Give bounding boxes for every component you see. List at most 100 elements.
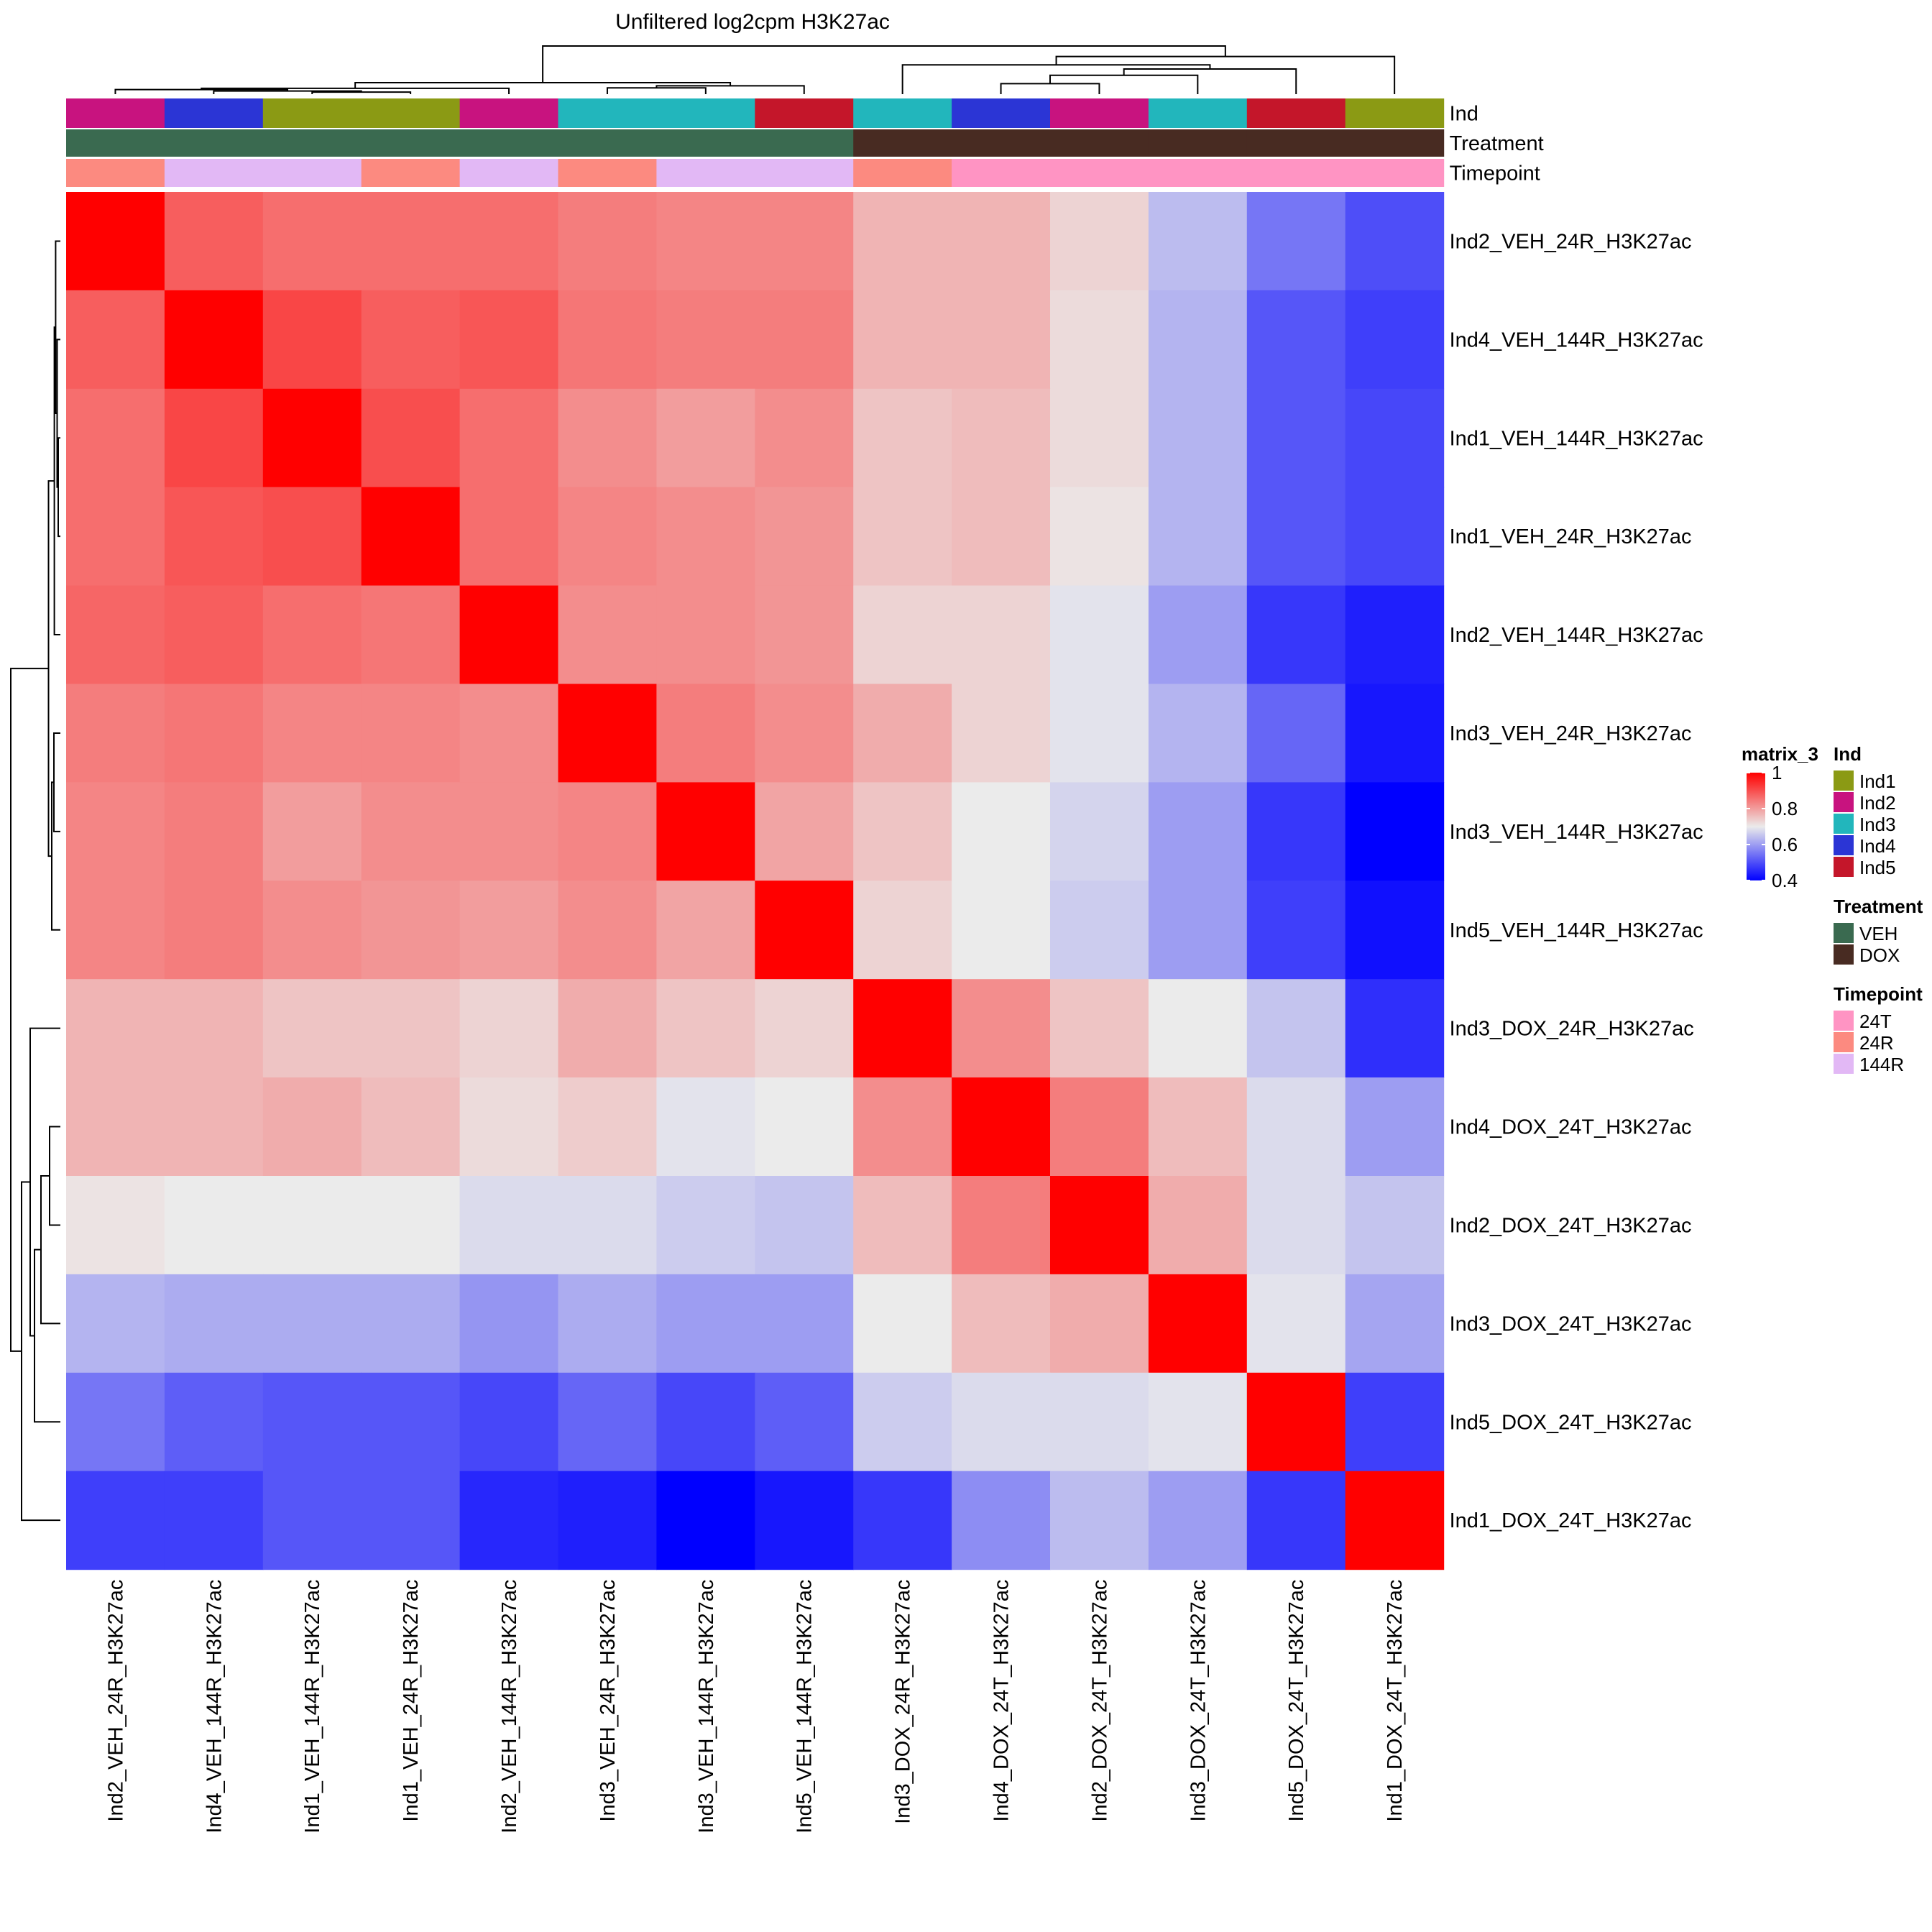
heatmap-cell: [558, 1274, 657, 1374]
heatmap-cell: [853, 1176, 952, 1275]
annotation-track-label: Treatment: [1450, 132, 1544, 155]
heatmap-cell: [1050, 979, 1149, 1078]
heatmap-cell: [755, 388, 854, 488]
heatmap-cell: [164, 585, 264, 685]
heatmap-cell: [1345, 388, 1445, 488]
heatmap-cell: [361, 585, 461, 685]
annotation-cell-ind: [459, 98, 559, 128]
row-label: Ind5_VEH_144R_H3K27ac: [1450, 919, 1703, 942]
heatmap-cell: [558, 487, 657, 586]
color-scale-bar: [1747, 773, 1765, 880]
heatmap-cell: [755, 487, 854, 586]
annotation-cell-treatment: [853, 129, 952, 157]
heatmap-cell: [164, 979, 264, 1078]
heatmap-cell: [853, 1274, 952, 1374]
heatmap-cell: [1246, 1274, 1346, 1374]
heatmap-cell: [361, 1077, 461, 1177]
heatmap-cell: [1246, 880, 1346, 980]
row-dendrogram: [10, 240, 60, 1522]
annotation-cell-treatment: [1148, 129, 1248, 157]
annotation-cell-timepoint: [164, 159, 264, 187]
heatmap-cell: [459, 1274, 559, 1374]
heatmap-cell: [1246, 388, 1346, 488]
annotation-cell-ind: [361, 98, 461, 128]
annotation-cell-timepoint: [952, 159, 1051, 187]
heatmap-cell: [262, 1471, 362, 1570]
heatmap-cell: [1050, 1077, 1149, 1177]
legend-swatch: [1834, 944, 1854, 965]
heatmap-cell: [656, 1176, 755, 1275]
column-label: Ind1_VEH_144R_H3K27ac: [301, 1580, 324, 1834]
annotation-cell-timepoint: [1050, 159, 1149, 187]
heatmap-cell: [755, 192, 854, 291]
annotation-cell-treatment: [66, 129, 165, 157]
heatmap-cell: [1345, 880, 1445, 980]
heatmap-cell: [459, 1176, 559, 1275]
heatmap-cell: [755, 684, 854, 783]
heatmap-cell: [1050, 388, 1149, 488]
legend-swatch: [1834, 835, 1854, 855]
heatmap-cell: [1345, 1471, 1445, 1570]
dendrogram-branch: [58, 437, 60, 538]
heatmap-cell: [558, 1372, 657, 1472]
heatmap-cell: [853, 585, 952, 685]
annotation-cell-treatment: [755, 129, 854, 157]
column-label: Ind1_VEH_24R_H3K27ac: [400, 1580, 423, 1822]
heatmap-cell: [262, 1274, 362, 1374]
heatmap-cell: [853, 979, 952, 1078]
legend-title: Treatment: [1834, 896, 1923, 917]
heatmap-cell: [656, 1077, 755, 1177]
heatmap-cell: [361, 880, 461, 980]
heatmap-cell: [656, 585, 755, 685]
row-labels: Ind2_VEH_24R_H3K27ac Ind4_VEH_144R_H3K27a…: [1450, 230, 1703, 1532]
dendrogram-branch: [10, 668, 49, 1352]
color-scale-legend: matrix_31 0.8 0.6 0.4: [1742, 743, 1818, 891]
legend-swatch: [1834, 857, 1854, 877]
legend-title: Timepoint: [1834, 983, 1923, 1005]
heatmap-cell: [952, 1471, 1051, 1570]
annotation-cell-treatment: [1345, 129, 1445, 157]
heatmap-cell: [262, 290, 362, 390]
annotation-cell-treatment: [1246, 129, 1346, 157]
heatmap-cell: [1050, 1372, 1149, 1472]
heatmap-cell: [558, 1077, 657, 1177]
heatmap-cell: [1345, 782, 1445, 881]
heatmap-cell: [1148, 1077, 1248, 1177]
heatmap-cell: [164, 1372, 264, 1472]
heatmap-cell: [853, 1471, 952, 1570]
dendrogram-branch: [114, 88, 289, 94]
heatmap-cell: [1148, 782, 1248, 881]
heatmap-cell: [952, 1274, 1051, 1374]
annotation-cell-ind: [656, 98, 755, 128]
column-label: Ind2_DOX_24T_H3K27ac: [1088, 1580, 1111, 1822]
annotation-cell-ind: [1246, 98, 1346, 128]
heatmap-cell: [1345, 487, 1445, 586]
annotation-cell-timepoint: [1148, 159, 1248, 187]
heatmap-cell: [361, 1372, 461, 1472]
row-label: Ind4_VEH_144R_H3K27ac: [1450, 328, 1703, 351]
annotation-cell-timepoint: [853, 159, 952, 187]
annotation-cell-timepoint: [1246, 159, 1346, 187]
heatmap-cell: [1148, 979, 1248, 1078]
annotation-cell-timepoint: [755, 159, 854, 187]
heatmap-cell: [755, 979, 854, 1078]
row-label: Ind2_VEH_144R_H3K27ac: [1450, 624, 1703, 647]
heatmap-cell: [1345, 1176, 1445, 1275]
heatmap-cell: [1050, 585, 1149, 685]
dendrogram-branch: [53, 732, 60, 832]
heatmap-cell: [1148, 684, 1248, 783]
legend-label: VEH: [1859, 923, 1898, 944]
row-label: Ind3_VEH_24R_H3K27ac: [1450, 722, 1692, 745]
heatmap-cell: [459, 880, 559, 980]
heatmap-cell: [1050, 192, 1149, 291]
heatmap-cell: [1246, 684, 1346, 783]
heatmap-cell: [262, 388, 362, 488]
legend-title: Ind: [1834, 743, 1862, 765]
heatmap-cell: [656, 1471, 755, 1570]
heatmap-cell: [1050, 880, 1149, 980]
heatmap-cell: [952, 192, 1051, 291]
heatmap-cell: [853, 880, 952, 980]
heatmap-cell: [656, 487, 755, 586]
dendrogram-branch: [49, 1126, 60, 1226]
